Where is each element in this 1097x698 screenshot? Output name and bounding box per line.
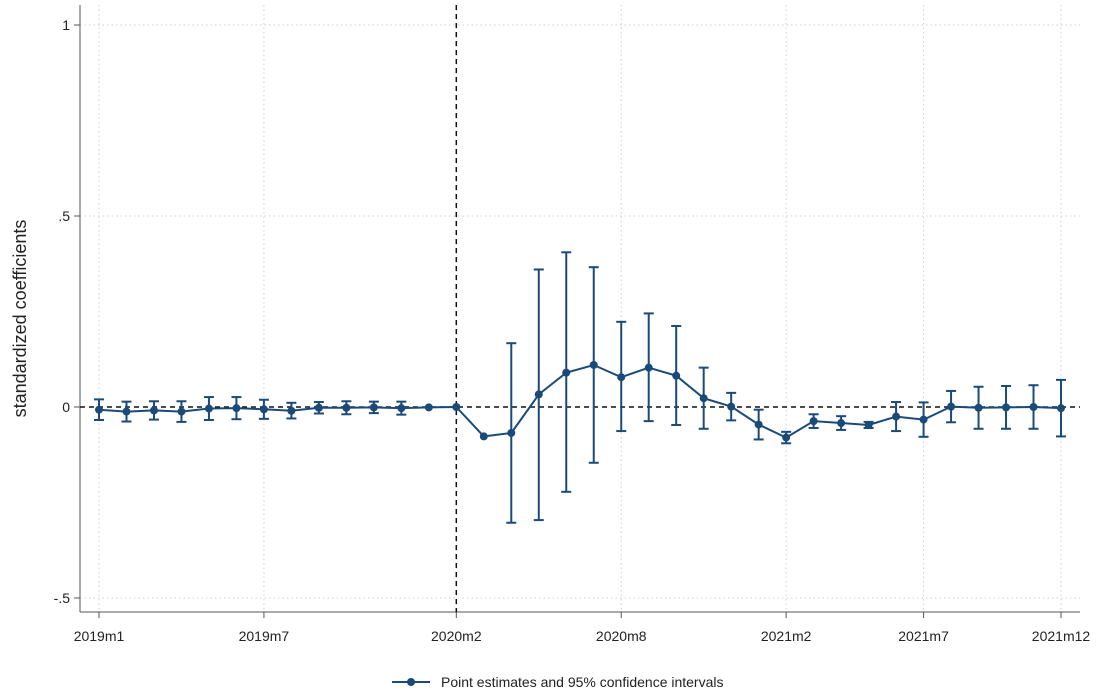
- data-point: [1057, 404, 1065, 413]
- data-point: [864, 420, 873, 429]
- data-point: [177, 407, 186, 416]
- x-tick-label: 2020m2: [431, 628, 482, 644]
- data-point: [1002, 403, 1011, 412]
- x-tick-label: 2019m1: [74, 628, 125, 644]
- data-point: [974, 403, 983, 412]
- data-point: [672, 371, 681, 380]
- data-point: [754, 420, 763, 429]
- x-tick-label: 2021m12: [1032, 628, 1091, 644]
- data-point: [919, 415, 928, 424]
- data-point: [782, 433, 791, 442]
- data-point: [534, 390, 543, 399]
- data-point: [809, 417, 818, 426]
- data-point: [617, 373, 626, 382]
- data-point: [369, 403, 378, 412]
- data-point: [397, 404, 406, 413]
- axes: -.5 0 .5 1 2019m1 2019m7 2020m2 2020m8 2021m2 202…: [54, 5, 1091, 644]
- data-point: [149, 406, 158, 415]
- data-point: [562, 368, 571, 377]
- series-line: [98, 363, 1062, 439]
- y-tick-label: 1: [62, 17, 70, 33]
- legend-swatch-marker: [407, 678, 415, 686]
- x-tick-label: 2020m8: [596, 628, 647, 644]
- legend-label: Point estimates and 95% confidence inter…: [441, 674, 724, 690]
- x-tick-label: 2019m7: [239, 628, 290, 644]
- x-tick-label: 2021m2: [761, 628, 812, 644]
- data-point: [122, 407, 131, 416]
- data-point: [892, 412, 901, 421]
- y-tick-label: 0: [62, 399, 70, 415]
- data-point: [507, 428, 516, 437]
- data-point: [947, 402, 956, 411]
- data-point: [589, 360, 598, 369]
- y-tick-label: -.5: [54, 590, 71, 606]
- data-point: [452, 403, 461, 411]
- data-point: [644, 363, 653, 372]
- data-point: [727, 402, 736, 411]
- data-point: [837, 419, 846, 428]
- legend: Point estimates and 95% confidence inter…: [392, 674, 724, 690]
- data-point: [342, 403, 351, 412]
- data-point: [699, 394, 708, 403]
- data-point: [424, 403, 433, 412]
- series-layer: [94, 251, 1066, 524]
- grid-lines: [80, 5, 1080, 612]
- data-point: [259, 405, 268, 414]
- x-tick-label: 2021m7: [898, 628, 949, 644]
- data-point: [287, 406, 296, 415]
- data-point: [314, 403, 323, 412]
- y-axis-title: standardized coefficients: [10, 220, 30, 418]
- reference-lines: [80, 5, 1080, 612]
- data-point: [479, 432, 488, 441]
- data-point: [204, 404, 213, 413]
- data-point: [232, 404, 241, 413]
- y-tick-label: .5: [58, 208, 70, 224]
- data-point: [95, 405, 103, 414]
- data-point: [1029, 403, 1038, 411]
